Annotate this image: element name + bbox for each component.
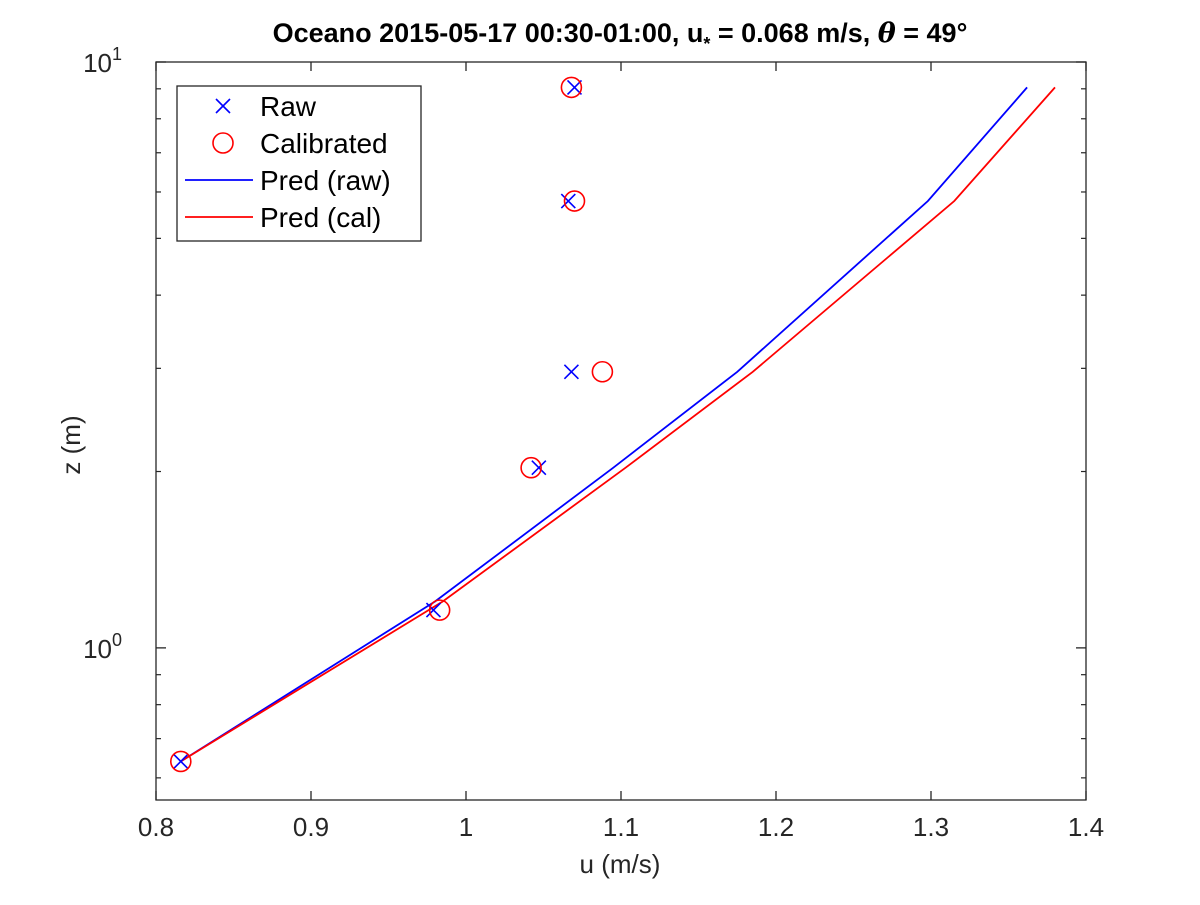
legend-item: Pred (raw) <box>185 165 391 196</box>
series-calibrated <box>170 76 614 773</box>
calibrated-point <box>170 750 192 773</box>
legend-label: Pred (cal) <box>260 202 381 233</box>
legend-raw-marker <box>215 98 231 114</box>
x-tick-label: 1.1 <box>603 812 639 842</box>
x-stroke <box>173 753 189 770</box>
raw-point <box>566 79 583 95</box>
theta-symbol: θ <box>878 18 896 49</box>
raw-point <box>425 602 442 618</box>
x-stroke <box>215 98 231 114</box>
legend: Raw Calibrated Pred (raw) Pred (cal) <box>176 85 422 242</box>
x-axis-label: u (m/s) <box>580 849 661 879</box>
x-stroke <box>531 460 547 476</box>
series-line-pred-cal <box>180 86 1056 763</box>
x-tick-label: 1 <box>459 812 473 842</box>
series-raw <box>173 79 583 770</box>
x-stroke <box>566 79 583 95</box>
legend-label: Calibrated <box>260 128 388 159</box>
axes: 0.8 0.9 1 1.1 1.2 1.3 1.4 100 101 <box>83 44 1104 842</box>
x-tick-label: 1.2 <box>758 812 794 842</box>
x-stroke <box>560 193 576 209</box>
calibrated-point <box>591 360 614 383</box>
series-layer <box>170 76 1056 773</box>
calibrated-point <box>428 599 451 621</box>
legend-item: Pred (cal) <box>185 202 381 233</box>
calibrated-point <box>560 76 583 99</box>
raw-point <box>560 193 576 209</box>
y-axis-label: z (m) <box>56 415 86 474</box>
y-tick-label: 100 <box>83 630 122 664</box>
raw-point <box>563 364 579 380</box>
legend-calibrated-marker <box>212 132 234 154</box>
calibrated-point <box>520 456 542 479</box>
legend-item: Calibrated <box>212 128 388 159</box>
x-tick-label: 1.3 <box>913 812 949 842</box>
legend-label: Pred (raw) <box>260 165 391 196</box>
x-tick-label: 0.8 <box>138 812 174 842</box>
title-subscript: * <box>703 34 710 54</box>
legend-label: Raw <box>260 91 317 122</box>
x-stroke <box>425 602 442 618</box>
raw-point <box>531 460 547 476</box>
x-tick-label: 0.9 <box>293 812 329 842</box>
series-line-pred-raw <box>180 86 1028 763</box>
x-stroke <box>563 364 579 380</box>
y-tick-label: 101 <box>83 44 122 78</box>
calibrated-point <box>563 190 586 212</box>
legend-item: Raw <box>215 91 317 122</box>
chart-title: Oceano 2015-05-17 00:30-01:00, u* = 0.06… <box>273 18 968 54</box>
raw-point <box>173 753 189 770</box>
x-tick-label: 1.4 <box>1068 812 1104 842</box>
